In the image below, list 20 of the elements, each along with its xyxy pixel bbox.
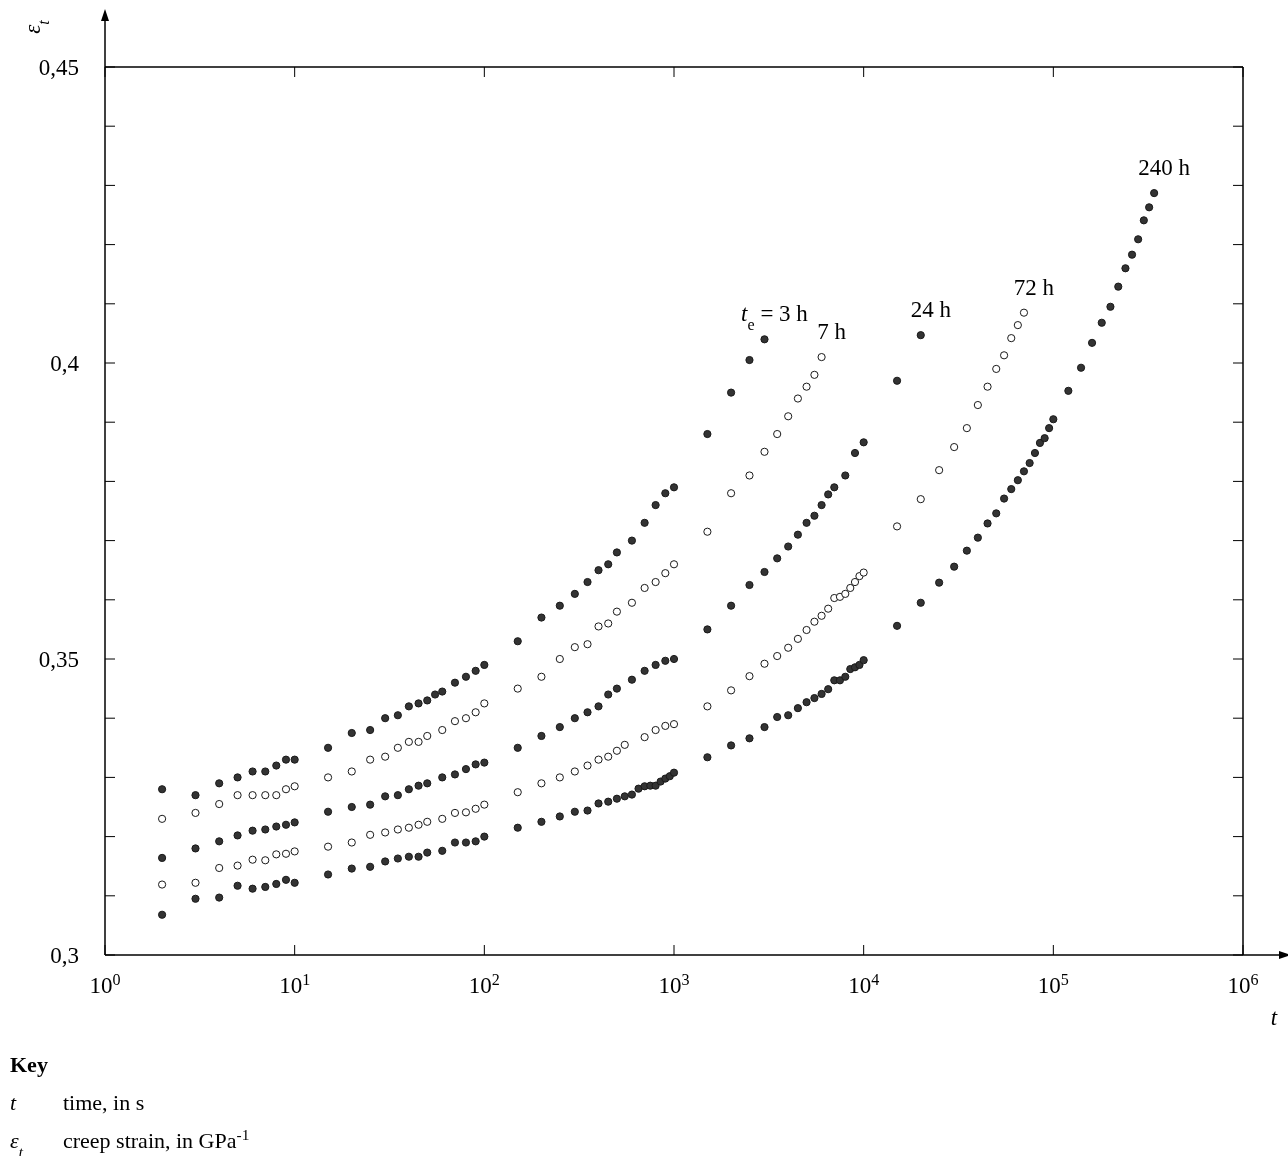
text: Key	[10, 1052, 48, 1077]
text: ε$_{t}$ creep strain, in GPa$^{-1}$	[10, 1125, 250, 1156]
x-axis-title: t	[1270, 1005, 1278, 1030]
y-tick-label: 0,4	[50, 351, 80, 377]
y-tick-label: 0,35	[38, 647, 79, 673]
series-label: 7 h	[817, 319, 847, 345]
y-tick-label: 0,3	[50, 943, 79, 969]
x-tick-label: 10$^{1}$	[279, 970, 311, 998]
y-tick-label: 0,45	[38, 55, 79, 81]
series-label: 24 h	[910, 297, 952, 323]
x-tick-label: 10$^{6}$	[1227, 970, 1259, 998]
x-tick-label: 10$^{0}$	[89, 970, 121, 998]
x-tick-label: 10$^{3}$	[658, 970, 690, 998]
x-tick-label: 10$^{5}$	[1037, 970, 1069, 998]
text: t time, in s	[10, 1090, 145, 1115]
x-tick-label: 10$^{2}$	[468, 970, 500, 998]
x-tick-label: 10$^{4}$	[848, 970, 880, 998]
series-label: 72 h	[1013, 274, 1055, 300]
series-label: 240 h	[1138, 155, 1191, 181]
series-label: t$_{e}$ = 3 h	[741, 301, 809, 333]
